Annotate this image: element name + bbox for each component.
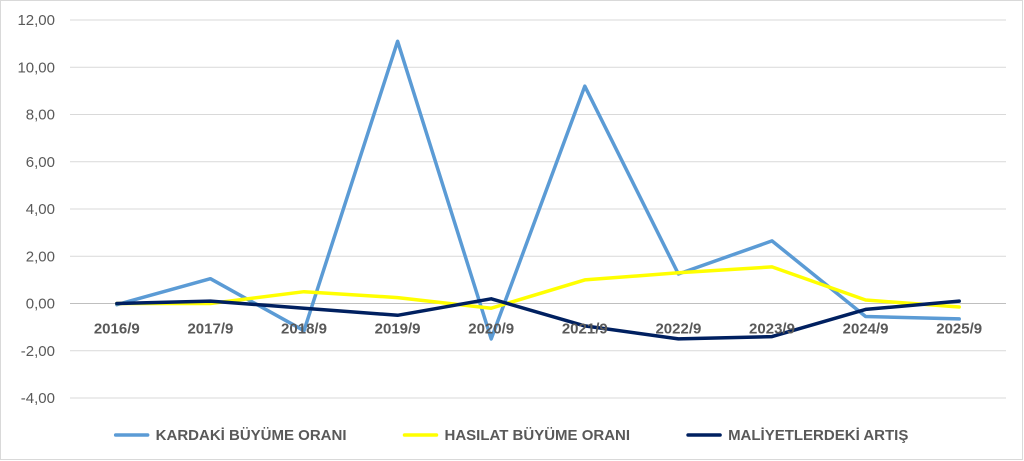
y-tick-label: 8,00 [26,107,55,124]
x-tick-label: 2023/9 [749,321,795,338]
y-tick-label: 4,00 [26,201,55,218]
y-tick-label: 12,00 [17,12,55,29]
y-tick-label: 2,00 [26,248,55,265]
x-tick-label: 2020/9 [468,321,514,338]
y-tick-label: -2,00 [21,343,55,360]
x-tick-label: 2017/9 [187,321,233,338]
y-tick-label: 0,00 [26,296,55,313]
y-tick-label: 6,00 [26,154,55,171]
x-tick-label: 2024/9 [843,321,889,338]
legend: KARDAKİ BÜYÜME ORANI HASILAT BÜYÜME ORANI… [113,427,908,444]
legend-label: MALİYETLERDEKİ ARTIŞ [728,427,908,444]
x-tick-label: 2018/9 [281,321,327,338]
legend-item: HASILAT BÜYÜME ORANI [402,427,631,444]
series-lines [115,39,961,341]
x-tick-label: 2019/9 [375,321,421,338]
x-tick-label: 2025/9 [936,321,982,338]
x-axis-tick-labels: 2016/9 2017/9 2018/9 2019/9 2020/9 2021/9 2022… [94,321,982,338]
y-tick-label: 10,00 [17,59,55,76]
x-tick-label: 2016/9 [94,321,140,338]
legend-label: HASILAT BÜYÜME ORANI [445,427,631,444]
series-line-3 [115,297,961,341]
legend-item: KARDAKİ BÜYÜME ORANI [113,427,347,444]
y-tick-label: -4,00 [21,390,55,407]
series-line-2 [115,265,961,310]
legend-item: MALİYETLERDEKİ ARTIŞ [686,427,908,444]
x-tick-label: 2021/9 [562,321,608,338]
x-tick-label: 2022/9 [655,321,701,338]
legend-label: KARDAKİ BÜYÜME ORANI [156,427,347,444]
gridlines [70,19,1006,399]
y-axis-tick-labels: -4,00 -2,00 0,00 2,00 4,00 6,00 8,00 10,00 12,00 [17,12,55,407]
